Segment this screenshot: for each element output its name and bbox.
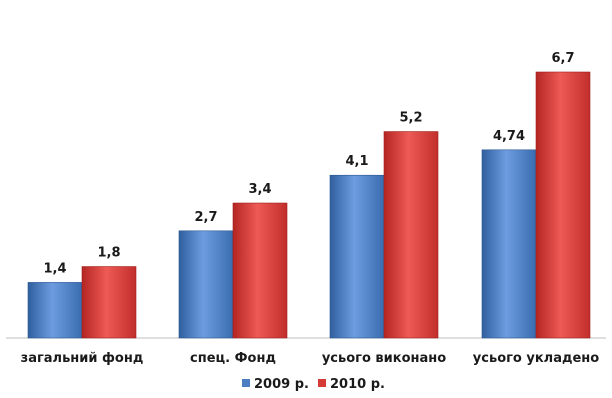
bar-series1-0 — [27, 282, 83, 339]
category-label: усього укладено — [473, 351, 599, 366]
value-labels-layer: 1,4 1,8 2,7 3,4 4,1 5,2 4,74 6,7 — [43, 51, 574, 276]
bar-series1-2 — [329, 174, 385, 339]
legend-label: 2010 р. — [330, 377, 385, 392]
category-labels-layer: загальний фонд спец. Фонд усього виконано у… — [21, 351, 600, 366]
value-label: 4,74 — [493, 129, 525, 144]
bar-series2-1 — [232, 202, 288, 339]
bar-series1-3 — [481, 149, 537, 339]
value-label: 1,4 — [43, 261, 66, 276]
bar-series2-0 — [81, 266, 137, 339]
legend-swatch — [318, 379, 326, 387]
category-label: спец. Фонд — [190, 351, 276, 366]
category-label: загальний фонд — [21, 351, 144, 366]
bar-series2-3 — [535, 71, 591, 339]
legend-label: 2009 р. — [254, 377, 309, 392]
category-label: усього виконано — [322, 351, 446, 366]
legend: 2009 р. 2010 р. — [242, 377, 385, 392]
value-label: 4,1 — [345, 154, 368, 169]
value-label: 2,7 — [194, 210, 217, 225]
legend-swatch — [242, 379, 250, 387]
bars-layer — [27, 71, 591, 339]
value-label: 3,4 — [248, 182, 271, 197]
bar-series2-2 — [383, 131, 439, 339]
value-label: 5,2 — [399, 111, 422, 126]
value-label: 6,7 — [551, 51, 574, 66]
bar-series1-1 — [178, 230, 234, 339]
value-label: 1,8 — [97, 246, 120, 261]
